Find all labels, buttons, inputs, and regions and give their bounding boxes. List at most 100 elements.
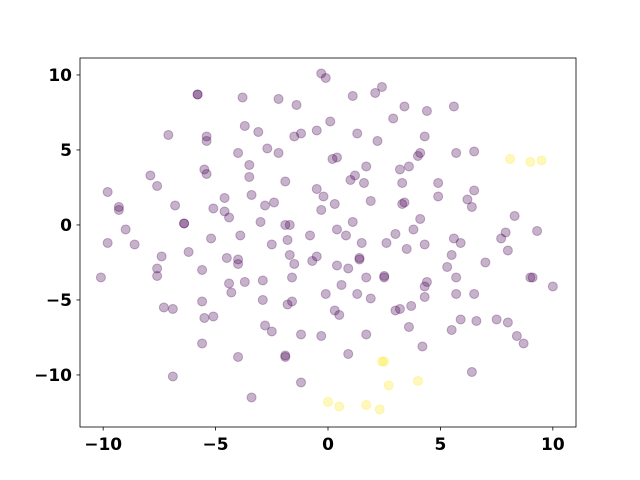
point (192, 89, 203, 100)
point (156, 251, 167, 262)
point (102, 237, 113, 248)
point (221, 252, 232, 263)
point (361, 399, 372, 410)
point (352, 128, 363, 139)
point (383, 380, 394, 391)
point (246, 392, 257, 403)
point (433, 191, 444, 202)
point (199, 312, 210, 323)
point (329, 198, 340, 209)
point (446, 324, 457, 335)
x-tick-label: −10 (84, 435, 122, 455)
point (287, 296, 298, 307)
point (518, 338, 529, 349)
point (167, 371, 178, 382)
point (280, 176, 291, 187)
point (397, 198, 408, 209)
point (502, 245, 513, 256)
point (406, 300, 417, 311)
x-tick-label: 0 (322, 435, 334, 455)
point (532, 225, 543, 236)
x-tick-label: 5 (434, 435, 446, 455)
point (311, 125, 322, 136)
point (394, 303, 405, 314)
point (260, 200, 271, 211)
point (466, 366, 477, 377)
point (361, 161, 372, 172)
point (192, 89, 203, 100)
point (331, 260, 342, 271)
point (336, 279, 347, 290)
point (419, 291, 430, 302)
point (260, 320, 271, 331)
point (273, 93, 284, 104)
point (235, 230, 246, 241)
point (547, 281, 558, 292)
point (208, 311, 219, 322)
point (266, 326, 277, 337)
point (451, 147, 462, 158)
point (408, 224, 419, 235)
point (296, 377, 307, 388)
point (390, 305, 401, 316)
point (505, 153, 516, 164)
point (403, 161, 414, 172)
point (120, 224, 131, 235)
point (433, 177, 444, 188)
point (311, 183, 322, 194)
point (352, 288, 363, 299)
point (469, 146, 480, 157)
point (365, 293, 376, 304)
point (233, 254, 244, 265)
point (365, 195, 376, 206)
point (527, 272, 538, 283)
point (466, 201, 477, 212)
point (311, 251, 322, 262)
point (201, 131, 212, 142)
point (419, 131, 430, 142)
point (379, 356, 390, 367)
point (323, 396, 333, 407)
point (266, 239, 277, 250)
point (374, 404, 385, 415)
y-tick-label: 0 (60, 216, 72, 236)
point (415, 213, 426, 224)
point (455, 314, 466, 325)
point (152, 180, 163, 191)
point (199, 164, 210, 175)
point (219, 206, 230, 217)
point (491, 314, 502, 325)
point (446, 249, 457, 260)
point (320, 72, 331, 83)
point (291, 99, 302, 110)
point (415, 147, 426, 158)
point (284, 249, 295, 260)
point (401, 243, 412, 254)
point (163, 129, 174, 140)
point (233, 258, 244, 269)
point (343, 348, 354, 359)
point (262, 143, 273, 154)
point (219, 192, 230, 203)
point (390, 228, 401, 239)
point (451, 272, 462, 283)
point (289, 131, 300, 142)
point (394, 164, 405, 175)
point (244, 159, 255, 170)
point (419, 239, 430, 250)
point (469, 185, 480, 196)
point (282, 234, 293, 245)
point (356, 237, 367, 248)
point (201, 135, 212, 146)
point (442, 261, 453, 272)
point (397, 177, 408, 188)
point (269, 197, 280, 208)
point (471, 315, 482, 326)
point (179, 218, 190, 229)
point (197, 296, 208, 307)
point (307, 255, 318, 266)
point (246, 189, 257, 200)
point (412, 150, 423, 161)
y-tick-label: −5 (46, 291, 72, 311)
point (257, 275, 268, 286)
